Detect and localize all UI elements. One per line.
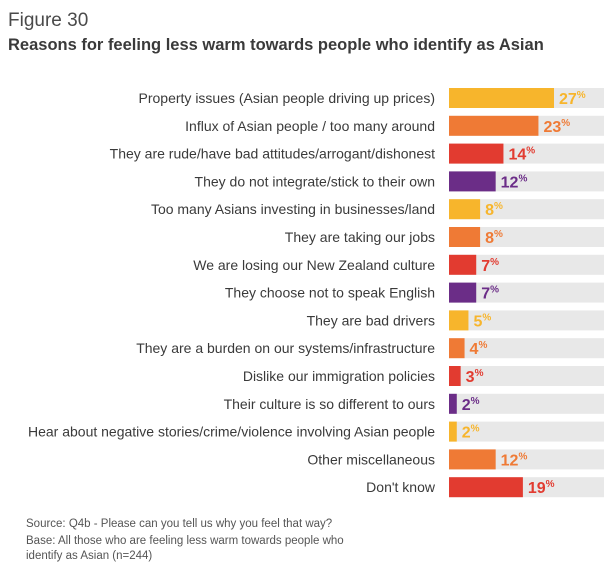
category-label: They are taking our jobs xyxy=(285,229,435,245)
value-label: 8% xyxy=(485,229,503,247)
bar xyxy=(449,393,457,414)
bar-track xyxy=(449,227,604,247)
bar xyxy=(449,366,461,386)
category-label: Influx of Asian people / too many around xyxy=(185,118,435,134)
bar-track xyxy=(449,254,604,275)
source-note: Source: Q4b - Please can you tell us why… xyxy=(26,518,333,530)
category-label: Too many Asians investing in businesses/… xyxy=(151,201,435,217)
value-label: 19% xyxy=(528,479,555,497)
category-label: They are bad drivers xyxy=(307,312,435,328)
bar xyxy=(449,477,523,498)
bar-track xyxy=(449,366,604,386)
chart-title: Reasons for feeling less warm towards pe… xyxy=(8,36,544,54)
bar-track xyxy=(449,199,604,220)
bar xyxy=(449,115,539,136)
bar-track xyxy=(449,282,604,303)
bar-chart: Property issues (Asian people driving up… xyxy=(28,88,604,498)
value-label: 2% xyxy=(462,396,480,414)
value-label: 12% xyxy=(501,173,528,191)
bar xyxy=(449,310,469,331)
value-label: 4% xyxy=(470,340,488,358)
value-label: 3% xyxy=(466,368,484,386)
value-label: 7% xyxy=(481,285,499,303)
value-label: 2% xyxy=(462,424,480,442)
bar-track xyxy=(449,310,604,331)
value-label: 23% xyxy=(543,118,570,136)
bar xyxy=(449,171,496,192)
category-label: They choose not to speak English xyxy=(225,285,435,301)
bar xyxy=(449,449,496,470)
value-label: 12% xyxy=(501,451,528,469)
bar xyxy=(449,338,465,359)
base-note: Base: All those who are feeling less war… xyxy=(26,535,344,562)
figure-label: Figure 30 xyxy=(8,10,89,31)
bar-track xyxy=(449,338,604,359)
category-label: They are a burden on our systems/infrast… xyxy=(136,340,435,356)
bar xyxy=(449,227,481,247)
category-label: Their culture is so different to ours xyxy=(224,396,435,412)
category-label: Don't know xyxy=(366,479,436,495)
value-label: 5% xyxy=(473,312,491,330)
bar-track xyxy=(449,393,604,414)
category-label: Dislike our immigration policies xyxy=(243,368,435,384)
bar-track xyxy=(449,421,604,442)
value-label: 7% xyxy=(481,257,499,275)
bar xyxy=(449,282,477,303)
value-label: 8% xyxy=(485,201,503,219)
category-label: They do not integrate/stick to their own xyxy=(195,173,435,189)
category-label: They are rude/have bad attitudes/arrogan… xyxy=(110,146,435,162)
category-label: We are losing our New Zealand culture xyxy=(193,257,435,273)
bar xyxy=(449,143,504,164)
bar xyxy=(449,254,477,275)
value-label: 14% xyxy=(508,146,535,164)
category-label: Property issues (Asian people driving up… xyxy=(139,90,435,106)
category-label: Other miscellaneous xyxy=(307,451,435,467)
value-label: 27% xyxy=(559,90,586,108)
bar xyxy=(449,199,481,220)
bar xyxy=(449,88,554,108)
bar xyxy=(449,421,457,442)
category-label: Hear about negative stories/crime/violen… xyxy=(28,424,435,440)
